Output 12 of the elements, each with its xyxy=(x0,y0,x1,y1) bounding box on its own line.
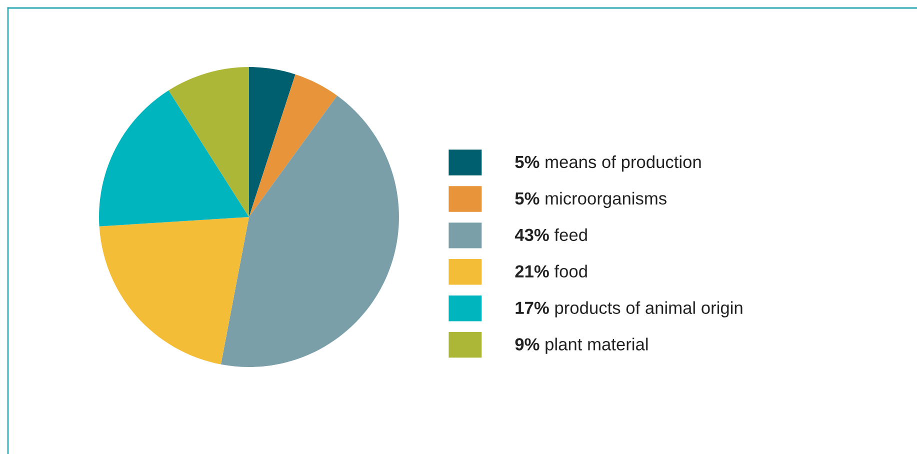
pie-slice xyxy=(99,90,249,226)
legend-label: 21% food xyxy=(515,264,587,278)
legend-label: 9% plant material xyxy=(515,338,648,354)
legend-label: 43% feed xyxy=(514,228,587,242)
pie-slice xyxy=(168,67,249,217)
pie-slice xyxy=(220,96,399,367)
pie-slice xyxy=(249,74,338,217)
pie-slice xyxy=(249,67,296,217)
legend-label: 17% products of animal origin xyxy=(516,301,742,318)
pie-slice xyxy=(99,217,249,364)
legend-label: 5% means of production xyxy=(515,155,701,172)
legend-label: 5% microorganisms xyxy=(515,192,666,208)
